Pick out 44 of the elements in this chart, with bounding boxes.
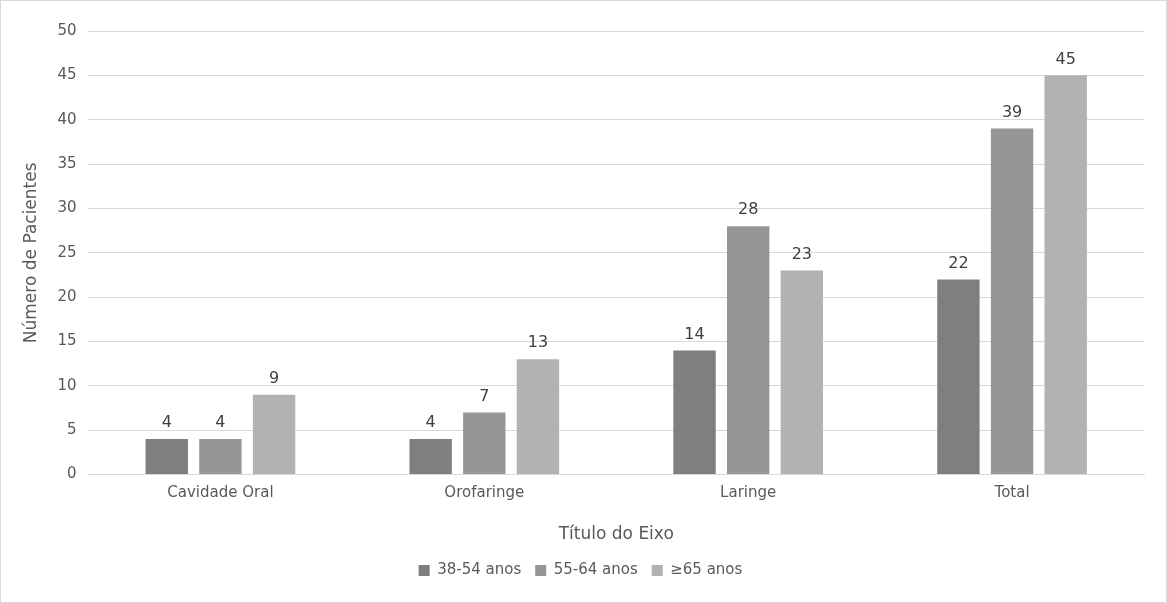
y-tick-label: 45 bbox=[57, 65, 77, 84]
bar bbox=[780, 270, 824, 475]
data-label: 9 bbox=[268, 367, 280, 387]
bar bbox=[990, 128, 1034, 475]
data-label: 13 bbox=[527, 332, 549, 352]
y-tick-label: 10 bbox=[57, 375, 77, 394]
data-label: 23 bbox=[791, 243, 813, 263]
x-tick-label: Laringe bbox=[720, 483, 777, 502]
legend-label: 38-54 anos bbox=[437, 560, 522, 579]
y-tick-label: 50 bbox=[57, 20, 77, 39]
bar bbox=[516, 359, 560, 475]
y-tick-label: 0 bbox=[66, 464, 77, 483]
bar bbox=[252, 394, 296, 475]
y-axis-title: Número de Pacientes bbox=[19, 162, 40, 344]
bar bbox=[937, 279, 980, 475]
data-label: 4 bbox=[425, 412, 436, 432]
legend-label: 55-64 anos bbox=[553, 560, 638, 579]
bar bbox=[673, 350, 716, 475]
data-label: 4 bbox=[161, 412, 172, 432]
x-tick-label: Orofaringe bbox=[444, 483, 525, 502]
y-tick-label: 20 bbox=[57, 287, 77, 306]
y-tick-label: 25 bbox=[57, 242, 77, 261]
data-label: 7 bbox=[479, 385, 490, 405]
bar bbox=[726, 226, 770, 475]
y-tick-label: 35 bbox=[57, 153, 77, 172]
y-tick-label: 5 bbox=[66, 420, 77, 439]
data-label: 4 bbox=[215, 412, 226, 432]
data-label: 28 bbox=[738, 199, 759, 219]
bar bbox=[1044, 75, 1087, 475]
bar bbox=[463, 412, 506, 475]
y-tick-label: 15 bbox=[57, 331, 77, 350]
x-axis-title: Título do Eixo bbox=[557, 523, 674, 544]
y-tick-label: 30 bbox=[57, 198, 77, 217]
data-label: 39 bbox=[1001, 101, 1023, 121]
data-label: 45 bbox=[1055, 48, 1076, 68]
bar bbox=[199, 439, 242, 475]
y-tick-label: 40 bbox=[57, 109, 77, 128]
data-label: 22 bbox=[948, 252, 969, 272]
bar bbox=[145, 439, 188, 475]
bar bbox=[409, 439, 452, 475]
data-label: 14 bbox=[684, 323, 705, 343]
x-tick-label: Total bbox=[993, 483, 1030, 502]
x-tick-label: Cavidade Oral bbox=[167, 483, 274, 502]
legend-label: ≥65 anos bbox=[670, 560, 743, 579]
